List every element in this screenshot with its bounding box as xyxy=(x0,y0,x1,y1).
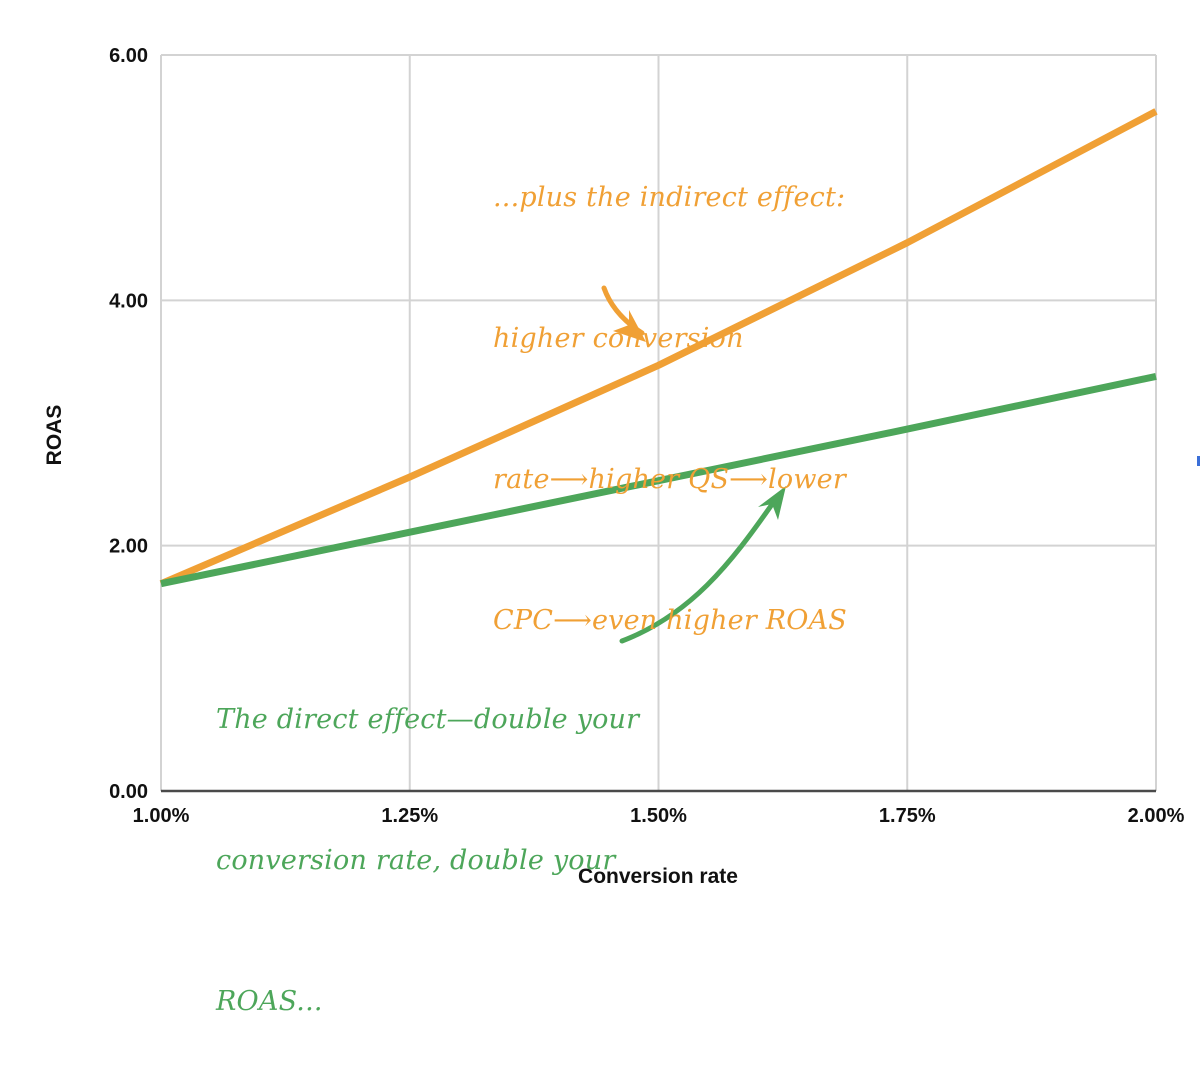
direct-effect-line xyxy=(160,372,1157,588)
y-tick-labels: 0.00 2.00 4.00 6.00 xyxy=(109,45,148,803)
x-tick-label: 1.75% xyxy=(879,805,936,827)
annotation-line: ...plus the indirect effect: xyxy=(493,182,846,213)
y-tick-label: 2.00 xyxy=(109,536,148,558)
x-tick-labels: 1.00% 1.25% 1.50% 1.75% 2.00% xyxy=(133,805,1185,827)
indirect-effect-annotation: ...plus the indirect effect: higher conv… xyxy=(493,80,847,691)
gridlines xyxy=(160,54,1157,791)
edge-mark xyxy=(1197,456,1200,466)
x-axis-title: Conversion rate xyxy=(578,865,738,888)
x-tick-label: 1.50% xyxy=(630,805,687,827)
roas-line-chart: 0.00 2.00 4.00 6.00 1.00% 1.25% 1.50% 1.75% 2.0… xyxy=(43,45,1185,888)
y-tick-label: 4.00 xyxy=(109,290,148,312)
indirect-effect-line xyxy=(159,108,1158,587)
x-tick-label: 1.00% xyxy=(133,805,190,827)
annotation-line: higher conversion xyxy=(493,323,744,354)
direct-effect-annotation: The direct effect—double your conversion… xyxy=(216,602,639,1072)
y-axis-title: ROAS xyxy=(43,405,66,466)
annotation-line: The direct effect—double your xyxy=(216,704,640,735)
green-arrow-icon xyxy=(619,486,786,644)
x-tick-label: 2.00% xyxy=(1128,805,1185,827)
annotation-line: ROAS... xyxy=(216,986,323,1017)
y-tick-label: 0.00 xyxy=(109,781,148,803)
orange-arrow-icon xyxy=(601,285,646,342)
series-lines xyxy=(159,108,1158,588)
annotation-line: conversion rate, double your xyxy=(216,845,616,876)
annotation-line: CPC⟶even higher ROAS xyxy=(493,605,847,636)
annotation-line: rate⟶higher QS⟶lower xyxy=(493,464,846,495)
y-tick-label: 6.00 xyxy=(109,45,148,67)
x-tick-label: 1.25% xyxy=(381,805,438,827)
